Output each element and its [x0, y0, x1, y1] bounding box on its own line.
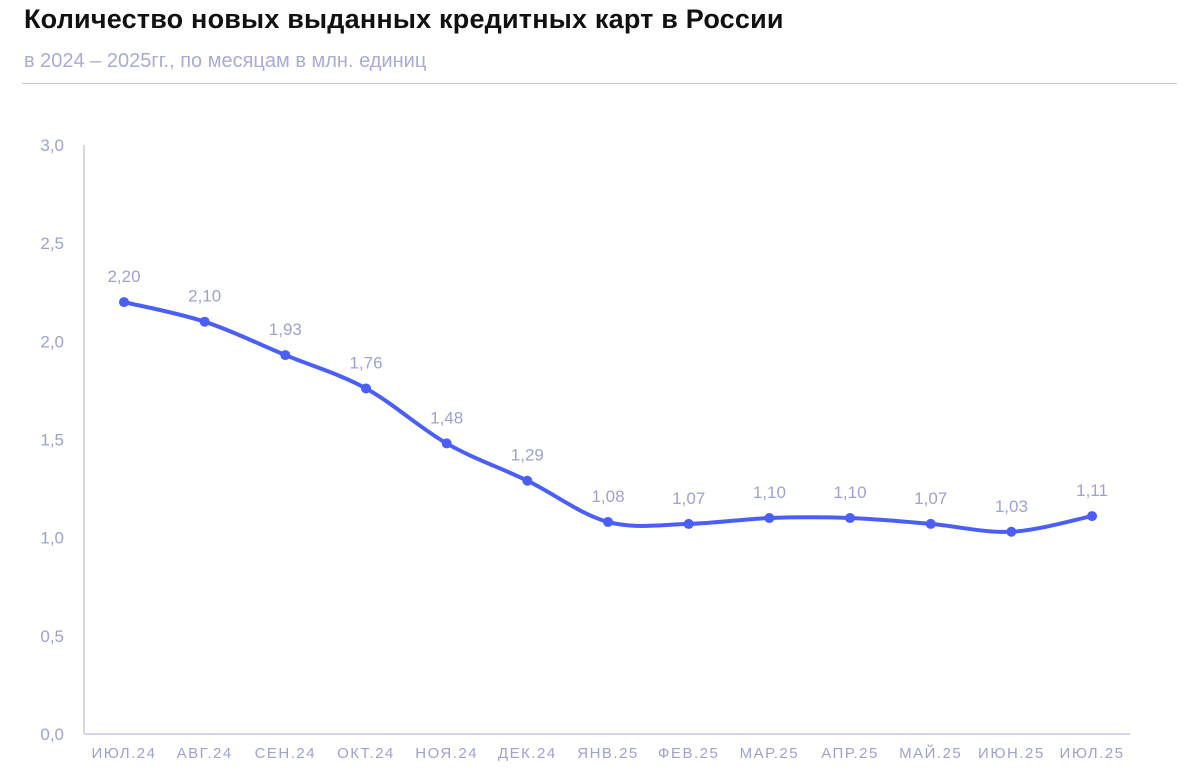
data-point — [683, 518, 694, 529]
y-tick-label: 1,0 — [40, 529, 64, 548]
y-tick-label: 2,5 — [40, 234, 64, 253]
data-point — [119, 297, 129, 308]
header-divider — [22, 83, 1177, 84]
x-tick-label: СЕН.24 — [255, 745, 317, 762]
data-label: 1,10 — [833, 483, 866, 502]
x-tick-label: МАР.25 — [740, 745, 800, 762]
x-tick-label: АПР.25 — [821, 745, 879, 762]
x-tick-label: ФЕВ.25 — [658, 745, 719, 762]
x-tick-label: АВГ.24 — [177, 745, 233, 762]
data-point — [764, 513, 775, 524]
data-label: 1,07 — [672, 489, 705, 508]
y-tick-label: 0,5 — [40, 627, 64, 646]
data-point — [925, 518, 936, 529]
x-tick-label: ЯНВ.25 — [577, 745, 639, 762]
y-tick-label: 0,0 — [40, 725, 64, 744]
data-point — [441, 438, 452, 449]
data-point — [1006, 526, 1017, 537]
chart-title: Количество новых выданных кредитных карт… — [24, 4, 784, 34]
data-point — [199, 316, 210, 327]
data-point — [361, 383, 372, 394]
data-label: 1,29 — [511, 446, 544, 465]
data-label: 1,07 — [914, 489, 947, 508]
data-label: 2,10 — [188, 287, 221, 306]
x-tick-label: ИЮЛ.25 — [1060, 745, 1125, 762]
x-tick-label: МАЙ.25 — [899, 744, 962, 762]
data-point — [603, 516, 614, 527]
x-tick-label: ДЕК.24 — [498, 745, 557, 762]
x-tick-label: ОКТ.24 — [337, 745, 395, 762]
y-tick-label: 2,0 — [40, 332, 64, 351]
data-label: 1,93 — [269, 320, 302, 339]
data-label: 1,08 — [591, 487, 624, 506]
x-tick-label: ИЮН.25 — [978, 745, 1045, 762]
y-tick-label: 1,5 — [40, 431, 64, 450]
x-tick-label: НОЯ.24 — [415, 745, 478, 762]
data-point — [280, 350, 291, 361]
data-label: 1,03 — [995, 497, 1028, 516]
data-point — [845, 513, 856, 524]
data-label: 2,20 — [107, 267, 140, 286]
data-label: 1,11 — [1076, 481, 1108, 500]
x-tick-label: ИЮЛ.24 — [92, 745, 157, 762]
data-point — [522, 475, 533, 486]
data-point — [1087, 511, 1098, 522]
data-label: 1,48 — [430, 408, 463, 427]
data-label: 1,10 — [753, 483, 786, 502]
y-tick-label: 3,0 — [40, 136, 64, 155]
data-label: 1,76 — [349, 353, 382, 372]
chart-subtitle: в 2024 – 2025гг., по месяцам в млн. един… — [24, 50, 427, 72]
